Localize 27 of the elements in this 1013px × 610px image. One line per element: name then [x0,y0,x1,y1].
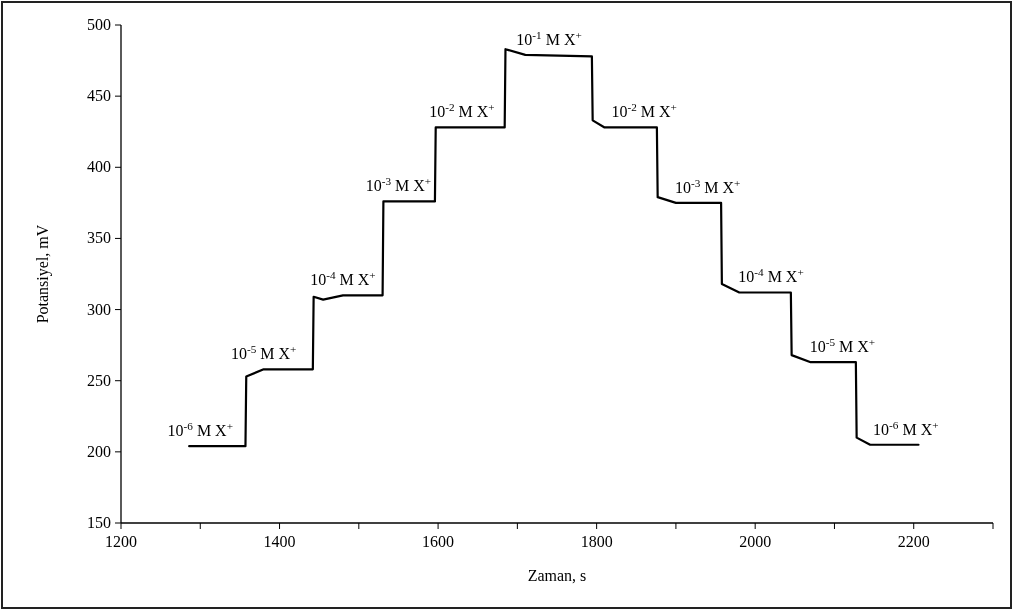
annotation: 10$^{-5}$ M X$^{+}$ [809,336,876,356]
annotation: 10$^{-2}$ M X$^{+}$ [611,101,677,121]
annotation: 10$^{-1}$ M X$^{+}$ [516,28,582,48]
y-tick-label: 150 [87,514,111,531]
annotation: 10$^{-3}$ M X$^{+}$ [365,175,432,195]
y-tick-label: 200 [87,442,111,460]
y-tick-label: 300 [87,300,111,318]
x-tick-label: 1800 [580,533,613,550]
annotation: 10$^{-2}$ M X$^{+}$ [429,101,495,121]
y-tick-label: 250 [87,371,111,389]
x-tick-label: 2200 [897,533,930,550]
annotation: 10$^{-6}$ M X$^{+}$ [873,418,939,438]
x-tick-label: 1200 [105,533,137,550]
y-tick-label: 500 [87,16,111,33]
annotation: 10$^{-3}$ M X$^{+}$ [674,176,741,196]
x-tick-label: 2000 [739,533,772,550]
annotation: 10$^{-4}$ M X$^{+}$ [738,266,804,286]
annotation: 10$^{-6}$ M X$^{+}$ [167,420,233,440]
y-axis-title: Potansiyel, mV [34,224,52,324]
y-tick-label: 450 [87,87,111,105]
annotation: 10$^{-4}$ M X$^{+}$ [310,269,376,289]
annotation: 10$^{-5}$ M X$^{+}$ [230,343,297,363]
x-tick-label: 1400 [263,533,296,550]
y-tick-label: 350 [87,229,111,247]
y-tick-label: 400 [87,158,111,176]
x-axis-title: Zaman, s [527,567,587,584]
x-tick-label: 1600 [422,533,455,550]
